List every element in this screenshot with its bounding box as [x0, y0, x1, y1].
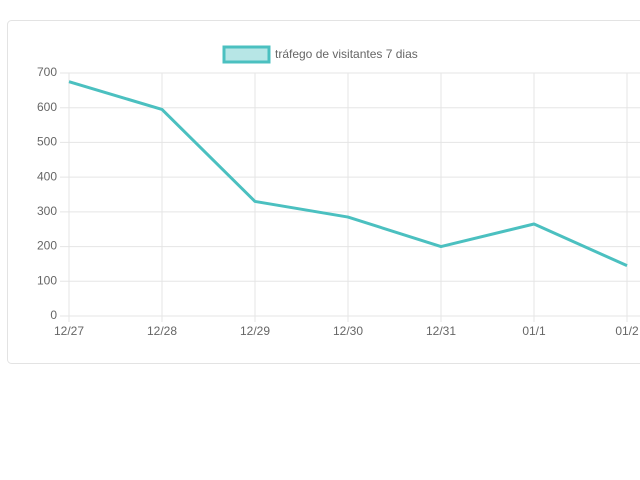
x-tick-label: 12/28 [147, 324, 177, 338]
legend-label[interactable]: tráfego de visitantes 7 dias [275, 47, 418, 61]
y-tick-label: 600 [37, 100, 57, 114]
y-tick-label: 0 [50, 308, 57, 322]
x-tick-label: 12/31 [426, 324, 456, 338]
x-tick-label: 01/1 [522, 324, 546, 338]
x-tick-label: 12/27 [54, 324, 84, 338]
y-tick-label: 500 [37, 135, 57, 149]
x-tick-label: 01/2 [615, 324, 639, 338]
card [7, 20, 640, 364]
y-tick-label: 200 [37, 239, 57, 253]
x-tick-label: 12/29 [240, 324, 270, 338]
legend-swatch[interactable] [222, 45, 271, 64]
series-line [68, 80, 628, 268]
y-tick-label: 100 [37, 273, 57, 287]
y-tick-label: 400 [37, 169, 57, 183]
x-tick-label: 12/30 [333, 324, 363, 338]
y-tick-label: 300 [37, 204, 57, 218]
y-tick-label: 700 [37, 65, 57, 79]
